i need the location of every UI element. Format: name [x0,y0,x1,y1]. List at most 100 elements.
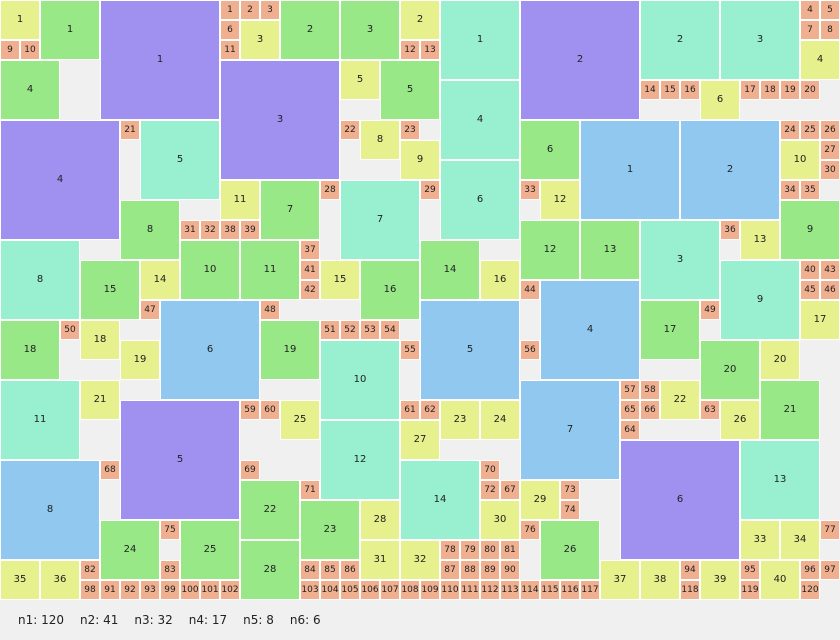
tile-n4-2: 2 [640,0,720,80]
tile-n5-4: 4 [540,280,640,380]
tile-n1-74: 74 [560,500,580,520]
tile-n3-1: 1 [40,0,100,60]
legend-item-n4: n4: 17 [188,613,228,627]
tile-n4-4: 4 [440,80,520,160]
tile-n1-4: 4 [800,0,820,20]
tile-n4-10: 10 [320,340,400,420]
tile-n1-103: 103 [300,580,320,600]
tile-n1-15: 15 [660,80,680,100]
tile-n4-7: 7 [340,180,420,260]
tile-n1-24: 24 [780,120,800,140]
tile-n3-22: 22 [240,480,300,540]
tile-n1-44: 44 [520,280,540,300]
tile-n1-42: 42 [300,280,320,300]
tile-n1-109: 109 [420,580,440,600]
tile-n1-89: 89 [480,560,500,580]
tile-n2-13: 13 [740,220,780,260]
tile-n1-49: 49 [700,300,720,320]
tile-n1-40: 40 [800,260,820,280]
tile-n1-62: 62 [420,400,440,420]
tile-n2-14: 14 [140,260,180,300]
tile-n3-3: 3 [340,0,400,60]
tile-n3-8: 8 [120,200,180,260]
tile-n2-29: 29 [520,480,560,520]
tile-n2-37: 37 [600,560,640,600]
tile-n1-51: 51 [320,320,340,340]
tile-n2-8: 8 [360,120,400,160]
tile-n5-5: 5 [420,300,520,400]
tile-n1-53: 53 [360,320,380,340]
tile-n4-14: 14 [400,460,480,540]
tile-n1-67: 67 [500,480,520,500]
tile-n1-119: 119 [740,580,760,600]
tile-n3-21: 21 [760,380,820,440]
tile-n2-34: 34 [780,520,820,560]
tile-n1-92: 92 [120,580,140,600]
tile-n2-3: 3 [240,20,280,60]
tile-n1-19: 19 [780,80,800,100]
tile-n2-9: 9 [400,140,440,180]
tile-n2-38: 38 [640,560,680,600]
tile-n1-7: 7 [800,20,820,40]
tile-n1-85: 85 [320,560,340,580]
tile-n1-72: 72 [480,480,500,500]
tile-n5-6: 6 [160,300,260,400]
tile-n1-5: 5 [820,0,840,20]
tile-n1-97: 97 [820,560,840,580]
tile-n5-1: 1 [580,120,680,220]
tile-n1-2: 2 [240,0,260,20]
legend-item-n1: n1: 120 [18,613,65,627]
tile-n1-98: 98 [80,580,100,600]
tile-n3-25: 25 [180,520,240,580]
tile-n2-25: 25 [280,400,320,440]
tile-n1-58: 58 [640,380,660,400]
tile-n1-31: 31 [180,220,200,240]
tile-n2-19: 19 [120,340,160,380]
tile-n1-37: 37 [300,240,320,260]
tile-n1-29: 29 [420,180,440,200]
tile-n1-30: 30 [820,160,840,180]
tile-n3-13: 13 [580,220,640,280]
tile-n3-16: 16 [360,260,420,320]
tile-board: 1 1 1 1 2 3 2 3 2 1 2 2 3 4 5 6 3 7 8 9 10 11 12 13 4 4 3 5 5 4 14 15 16… [0,0,840,600]
tile-n1-83: 83 [160,560,180,580]
tile-n1-47: 47 [140,300,160,320]
tile-n1-99: 99 [160,580,180,600]
tile-n1-17: 17 [740,80,760,100]
tile-n1-82: 82 [80,560,100,580]
tile-n2-16: 16 [480,260,520,300]
legend-item-n5: n5: 8 [243,613,274,627]
tile-n1-120: 120 [800,580,820,600]
tile-n1-25: 25 [800,120,820,140]
tile-n1-76: 76 [520,520,540,540]
tile-n2-30: 30 [480,500,520,540]
tile-n1-38: 38 [220,220,240,240]
tile-n1-78: 78 [440,540,460,560]
tile-n1-56: 56 [520,340,540,360]
tile-n2-36: 36 [40,560,80,600]
tile-n4-6: 6 [440,160,520,240]
tile-n1-114: 114 [520,580,540,600]
tile-n1-14: 14 [640,80,660,100]
tile-n1-28: 28 [320,180,340,200]
tile-n1-115: 115 [540,580,560,600]
tile-n1-77: 77 [820,520,840,540]
tile-n1-9: 9 [0,40,20,60]
tile-n2-22: 22 [660,380,700,420]
tile-n3-4: 4 [0,60,60,120]
tile-n1-95: 95 [740,560,760,580]
tile-n3-23: 23 [300,500,360,560]
tile-n2-39: 39 [700,560,740,600]
tile-n1-69: 69 [240,460,260,480]
tile-n1-22: 22 [340,120,360,140]
tile-n3-7: 7 [260,180,320,240]
tile-n3-20: 20 [700,340,760,400]
tile-n2-21: 21 [80,380,120,420]
tile-n1-41: 41 [300,260,320,280]
tile-n5-2: 2 [680,120,780,220]
tile-n1-12: 12 [400,40,420,60]
tile-n1-80: 80 [480,540,500,560]
tile-n1-34: 34 [780,180,800,200]
tile-n1-52: 52 [340,320,360,340]
tile-n1-102: 102 [220,580,240,600]
